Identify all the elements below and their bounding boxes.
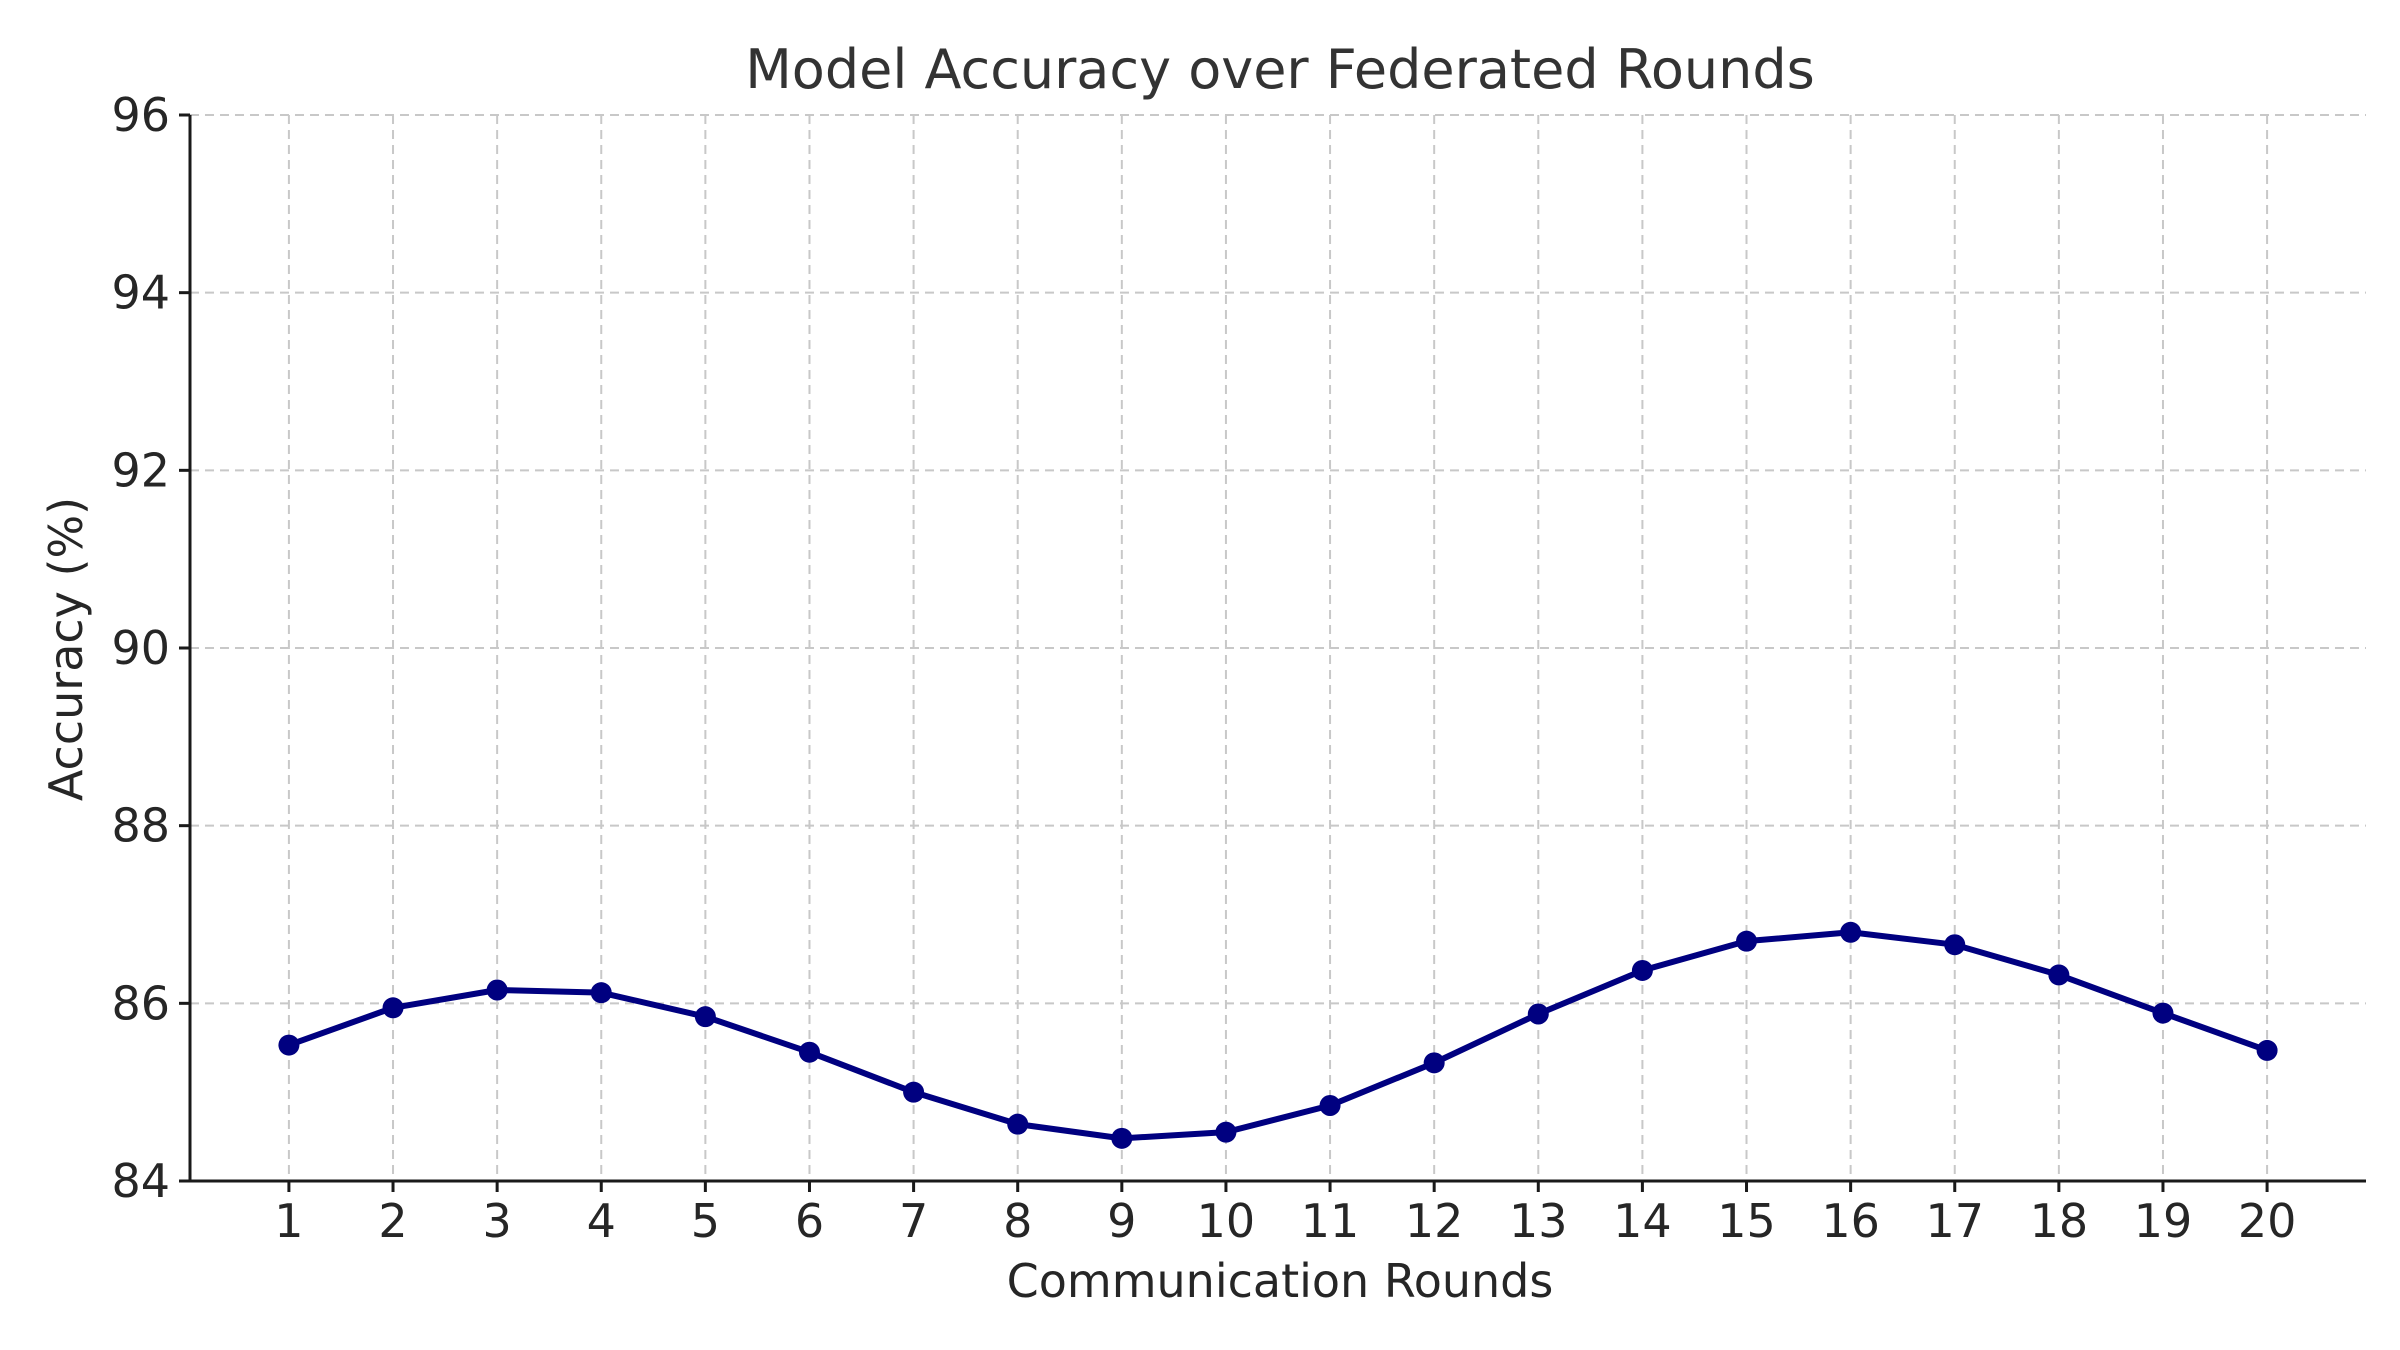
data-point — [1423, 1052, 1445, 1074]
x-tick-label: 9 — [1107, 1194, 1136, 1248]
data-point — [1840, 921, 1862, 943]
y-tick-label: 96 — [111, 88, 170, 142]
data-point — [798, 1041, 820, 1063]
y-tick-label: 94 — [111, 266, 170, 320]
x-tick-label: 15 — [1717, 1194, 1776, 1248]
x-tick-label: 12 — [1405, 1194, 1464, 1248]
data-point — [1215, 1121, 1237, 1143]
data-series — [278, 921, 2278, 1149]
x-axis-ticks: 1 2 3 4 5 6 7 8 9 10 11 12 13 14 15 16 17 18 19 20 — [274, 1181, 2296, 1248]
x-tick-label: 8 — [1003, 1194, 1032, 1248]
x-tick-label: 19 — [2134, 1194, 2193, 1248]
data-point — [1527, 1003, 1549, 1025]
x-tick-label: 14 — [1613, 1194, 1672, 1248]
x-axis-label: Communication Rounds — [1007, 1254, 1554, 1308]
x-tick-label: 13 — [1509, 1194, 1568, 1248]
data-point — [694, 1006, 716, 1028]
y-tick-label: 84 — [111, 1154, 170, 1208]
y-tick-label: 92 — [111, 443, 170, 497]
data-point — [1944, 934, 1966, 956]
y-axis-ticks: 84 86 88 90 92 94 96 — [111, 88, 190, 1208]
x-tick-label: 1 — [274, 1194, 303, 1248]
chart-title: Model Accuracy over Federated Rounds — [745, 38, 1815, 101]
data-point — [2256, 1039, 2278, 1061]
data-point — [903, 1081, 925, 1103]
y-tick-label: 88 — [111, 799, 170, 853]
x-tick-label: 4 — [587, 1194, 616, 1248]
data-point — [590, 982, 612, 1004]
y-tick-label: 86 — [111, 976, 170, 1030]
data-point — [486, 979, 508, 1001]
data-point — [2048, 964, 2070, 986]
data-point — [2152, 1002, 2174, 1024]
x-tick-label: 11 — [1301, 1194, 1360, 1248]
y-tick-label: 90 — [111, 621, 170, 675]
x-tick-label: 3 — [482, 1194, 511, 1248]
x-tick-label: 5 — [691, 1194, 720, 1248]
x-tick-label: 10 — [1197, 1194, 1256, 1248]
x-tick-label: 18 — [2030, 1194, 2089, 1248]
data-point — [278, 1034, 300, 1056]
x-tick-label: 20 — [2238, 1194, 2297, 1248]
data-point — [382, 997, 404, 1019]
series-line — [285, 929, 2271, 1142]
data-point — [1736, 930, 1758, 952]
y-axis-label: Accuracy (%) — [39, 497, 93, 801]
x-tick-label: 2 — [378, 1194, 407, 1248]
data-point — [1007, 1113, 1029, 1135]
x-tick-label: 6 — [795, 1194, 824, 1248]
x-tick-label: 7 — [899, 1194, 928, 1248]
x-tick-label: 17 — [1925, 1194, 1984, 1248]
x-tick-label: 16 — [1821, 1194, 1880, 1248]
data-point — [1631, 959, 1653, 981]
data-point — [1111, 1127, 1133, 1149]
data-point — [1319, 1094, 1341, 1116]
